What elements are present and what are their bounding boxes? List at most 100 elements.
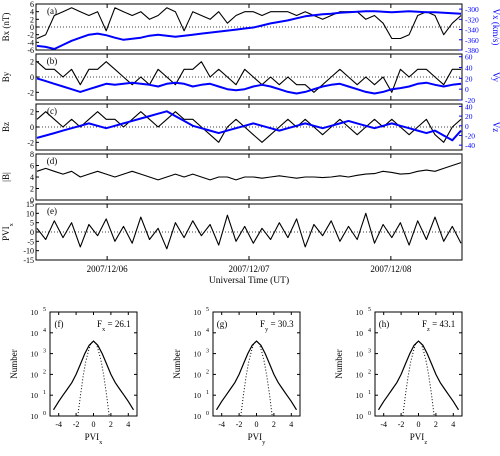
x-tick-label: 2007/12/08	[370, 264, 412, 274]
x-tick-label: -2	[236, 420, 243, 429]
y-tick-label: 0	[30, 23, 34, 32]
right-y-tick-label: -20	[465, 96, 475, 105]
y-axis-label: |B|	[1, 172, 11, 182]
pvi-distribution-line	[215, 340, 298, 411]
x-tick-label: 2	[272, 420, 276, 429]
series-line-1	[36, 10, 462, 50]
y-tick-label: -5	[27, 237, 34, 246]
y-tick-label: 5	[30, 219, 34, 228]
y-tick-label: 15	[26, 200, 34, 209]
y-tick-label: 0	[30, 73, 34, 82]
y-tick-exponent: 2	[206, 369, 209, 375]
y-tick-label: 10	[194, 308, 202, 317]
y-tick-exponent: 4	[43, 328, 46, 334]
right-axis-label: Vx (km/s)	[491, 9, 500, 46]
x-axis-label: PVIy	[248, 432, 267, 446]
y-tick-label: 10	[194, 350, 202, 359]
x-axis-label: Universal Time (UT)	[209, 275, 289, 286]
x-tick-label: 0	[92, 420, 96, 429]
right-y-tick-label: 60	[465, 53, 473, 62]
panel-label: (a)	[47, 6, 57, 16]
y-tick-exponent: 1	[206, 390, 209, 396]
panel-label: (f)	[55, 319, 64, 329]
y-tick-exponent: 5	[368, 307, 371, 313]
y-tick-label: 10	[356, 350, 364, 359]
right-y-tick-label: -320	[465, 15, 479, 24]
flatness-label: Fz = 43.1	[422, 319, 455, 333]
panel-g: 10 0 10 1 10 2 10 3 10 4 10 5 -4 -2 0 2 4 (g) Fy = 30.3 PVI…	[172, 307, 301, 446]
right-y-tick-label: 20	[465, 74, 473, 83]
y-tick-label: -6	[27, 46, 34, 55]
y-tick-label: 2	[30, 58, 34, 67]
y-tick-exponent: 1	[368, 390, 371, 396]
y-axis-label: Number	[334, 349, 344, 379]
panel-label: (h)	[379, 319, 390, 329]
y-axis-label: Number	[172, 349, 182, 379]
x-tick-label: -4	[218, 420, 225, 429]
y-tick-exponent: 0	[206, 411, 209, 417]
x-tick-label: 4	[126, 420, 130, 429]
x-tick-label: 2	[434, 420, 438, 429]
y-tick-label: 10	[31, 370, 39, 379]
y-tick-exponent: 4	[206, 328, 209, 334]
y-tick-exponent: 3	[206, 349, 209, 355]
y-tick-label: -2	[27, 138, 34, 147]
gaussian-fit-line	[77, 340, 110, 417]
right-axis-label: Vy	[491, 72, 500, 83]
y-tick-label: 10	[31, 350, 39, 359]
y-tick-exponent: 3	[43, 349, 46, 355]
gaussian-fit-line	[402, 340, 435, 417]
right-axis-label: Vz	[491, 122, 500, 133]
y-axis-label: Number	[9, 349, 19, 379]
y-tick-label: -2	[27, 88, 34, 97]
y-tick-label: 4	[30, 8, 34, 17]
x-tick-label: 2007/12/06	[87, 264, 129, 274]
x-tick-label: 2007/12/07	[228, 264, 270, 274]
x-tick-label: -2	[398, 420, 405, 429]
right-y-tick-label: -20	[465, 131, 475, 140]
y-tick-exponent: 3	[368, 349, 371, 355]
y-tick-label: 10	[194, 329, 202, 338]
x-tick-label: 0	[255, 420, 259, 429]
y-tick-label: 10	[31, 412, 39, 421]
y-tick-label: -2	[27, 31, 34, 40]
x-axis-label: PVIz	[410, 432, 428, 446]
panel-label: (d)	[47, 156, 58, 166]
y-tick-exponent: 2	[368, 369, 371, 375]
y-axis-label: PVIx	[1, 222, 15, 241]
y-tick-exponent: 1	[43, 390, 46, 396]
y-tick-exponent: 0	[43, 411, 46, 417]
gaussian-fit-line	[240, 340, 273, 417]
y-tick-label: 6	[30, 0, 34, 9]
y-tick-label: 0	[30, 123, 34, 132]
panel-d: 0 2 4 6 8 (d) |B|	[1, 150, 463, 205]
y-axis-label: By	[1, 71, 11, 82]
panel-h: 10 0 10 1 10 2 10 3 10 4 10 5 -4 -2 0 2 4 (h) Fz = 43.1 PVI…	[334, 307, 463, 446]
y-tick-exponent: 2	[43, 369, 46, 375]
right-y-tick-label: 40	[465, 64, 473, 73]
y-tick-label: 10	[356, 412, 364, 421]
x-tick-label: -2	[73, 420, 80, 429]
y-tick-label: 10	[356, 370, 364, 379]
y-tick-label: 6	[30, 162, 34, 171]
series-line-0	[36, 111, 462, 143]
y-tick-label: 10	[194, 370, 202, 379]
right-y-tick-label: 0	[465, 85, 469, 94]
x-tick-label: 0	[417, 420, 421, 429]
right-y-tick-label: 40	[465, 102, 473, 111]
right-y-tick-label: 20	[465, 112, 473, 121]
flatness-label: Fy = 30.3	[260, 319, 294, 333]
series-line-0	[36, 212, 462, 250]
y-tick-label: 0	[30, 228, 34, 237]
x-tick-label: -4	[55, 420, 62, 429]
y-tick-label: 4	[30, 173, 34, 182]
y-tick-label: -15	[23, 256, 34, 265]
y-tick-label: 10	[194, 412, 202, 421]
flatness-label: Fx = 26.1	[97, 319, 131, 333]
y-tick-label: 2	[30, 15, 34, 24]
y-tick-label: 2	[30, 185, 34, 194]
series-line-0	[36, 7, 462, 40]
right-y-tick-label: -300	[465, 5, 479, 14]
